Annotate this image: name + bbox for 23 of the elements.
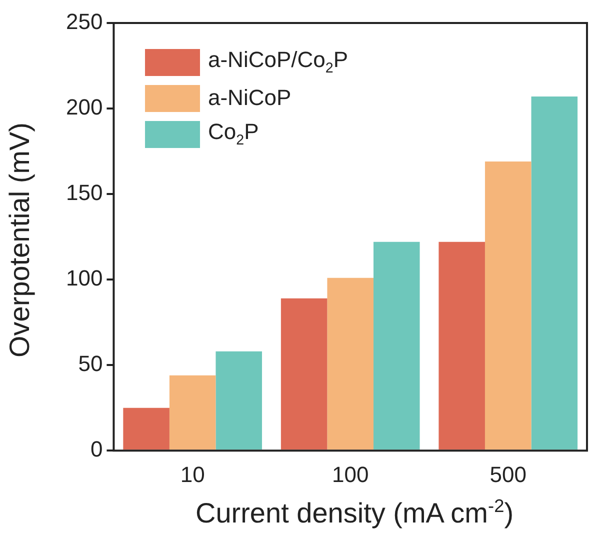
bar [123,408,170,450]
x-tick-label: 10 [180,462,205,487]
bar [216,351,262,450]
y-tick-label: 150 [66,180,103,206]
bar [280,298,328,450]
y-tick-label: 50 [78,351,103,376]
y-tick-label: 0 [90,436,103,462]
bar [327,278,374,450]
bar [438,242,485,450]
legend-label: a-NiCoP [208,85,292,111]
x-tick-label: 100 [332,462,369,487]
bar [531,96,578,450]
legend-label: a-NiCoP/Co$_{2}$P [208,47,348,77]
x-axis-title: Current density (mA cm$^{-2}$) [194,496,515,530]
legend-label: Co$_{2}$P [208,119,259,149]
x-tick-label: 500 [490,462,526,487]
y-tick-label: 250 [66,9,103,34]
bar [484,162,532,450]
y-tick-label: 200 [66,94,103,120]
y-tick-label: 100 [66,266,103,291]
bar [373,242,420,450]
bar [169,375,216,450]
y-axis-title: Overpotential (mV) [4,122,36,358]
